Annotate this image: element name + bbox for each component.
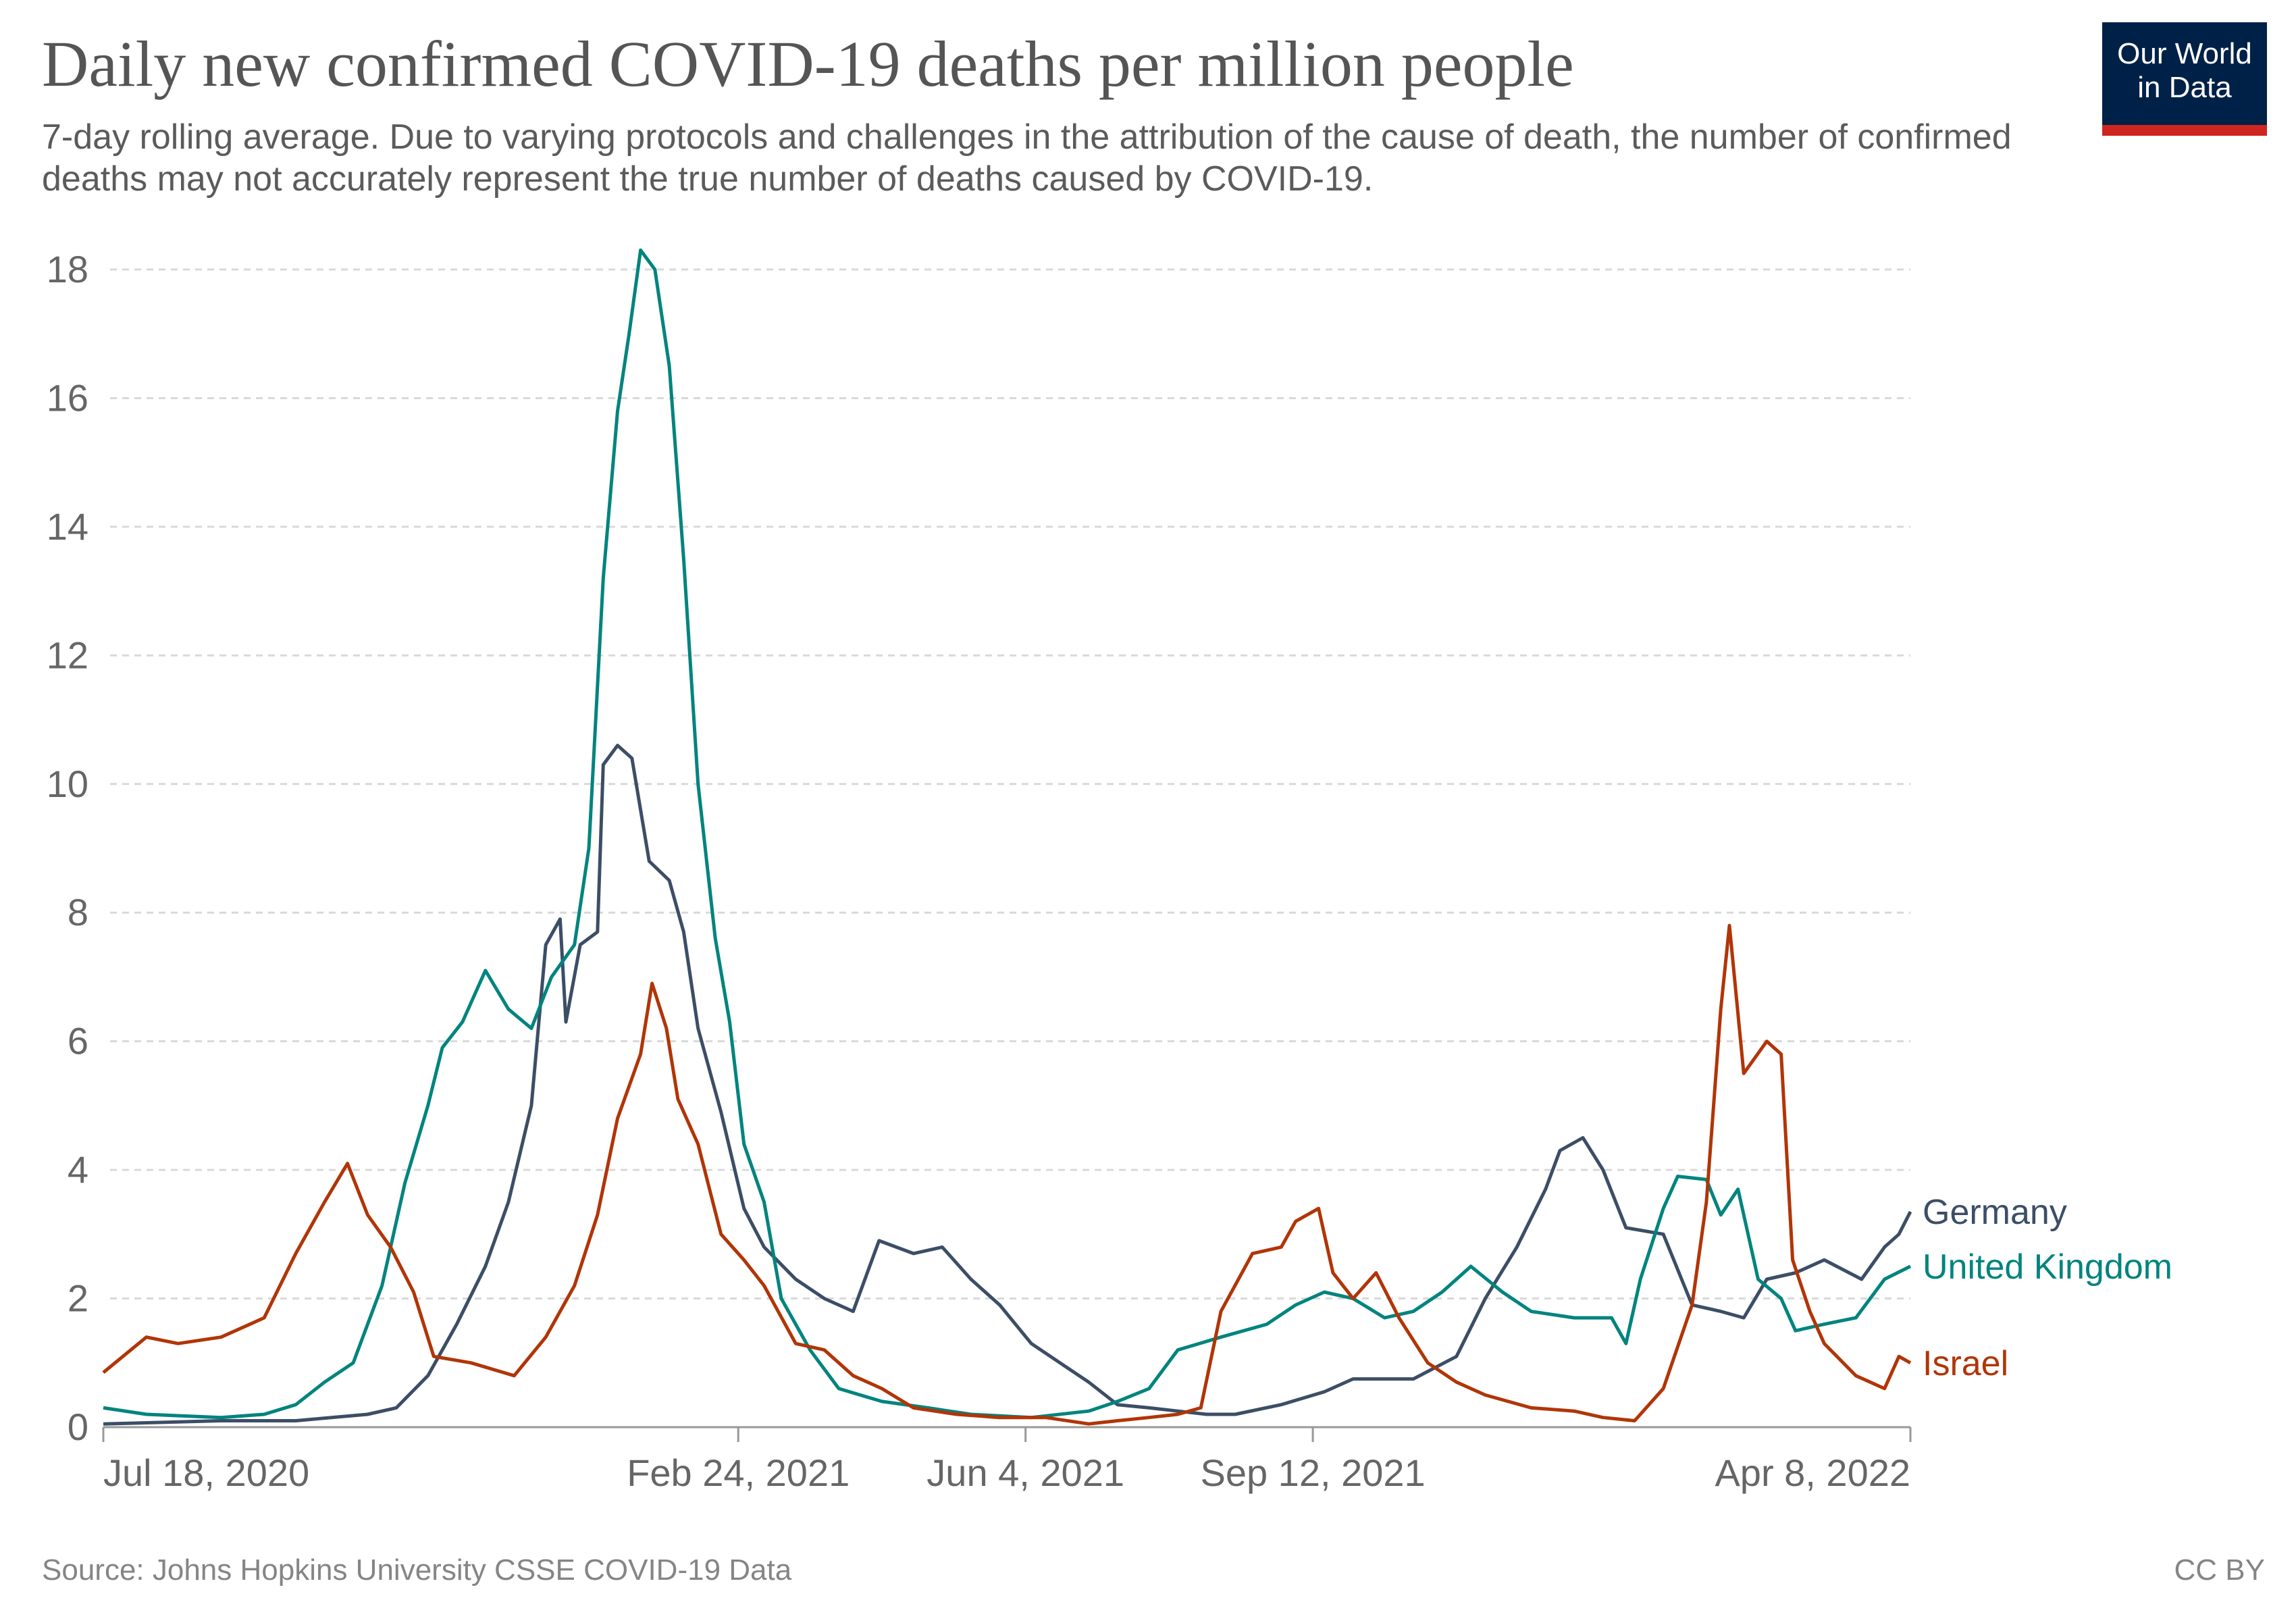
logo-line-2: in Data (2137, 71, 2232, 104)
x-axis-ticks: Jul 18, 2020 Feb 24, 2021 Jun 4, 2021 Sep 1… (102, 1426, 1912, 1494)
x-tick-label: Jun 4, 2021 (927, 1451, 1124, 1494)
chart-title: Daily new confirmed COVID-19 deaths per … (42, 28, 1574, 100)
series-line-germany[interactable] (103, 744, 1912, 1426)
y-tick-label: 10 (47, 763, 88, 805)
owid-logo[interactable]: Our World in Data (2102, 22, 2267, 136)
y-tick-label: 6 (68, 1020, 88, 1062)
y-tick-label: 0 (68, 1406, 88, 1448)
series-line-united-kingdom[interactable] (103, 248, 1912, 1420)
series-label-israel[interactable]: Israel (1923, 1344, 2008, 1383)
logo-line-1: Our World (2117, 37, 2252, 70)
y-tick-label: 4 (68, 1148, 88, 1191)
gridlines (110, 268, 1910, 1300)
y-tick-label: 12 (47, 634, 88, 676)
series-lines (102, 248, 1912, 1426)
x-tick-label: Sep 12, 2021 (1200, 1451, 1425, 1494)
series-label-united-kingdom[interactable]: United Kingdom (1923, 1247, 2172, 1287)
chart-subtitle: 7-day rolling average. Due to varying pr… (42, 118, 2012, 199)
y-tick-label: 14 (47, 505, 88, 548)
y-tick-label: 8 (68, 891, 88, 933)
series-labels: Germany United Kingdom Israel (1923, 1193, 2172, 1383)
y-tick-label: 2 (68, 1277, 88, 1320)
x-tick-label: Jul 18, 2020 (103, 1451, 309, 1494)
series-label-germany[interactable]: Germany (1923, 1193, 2067, 1232)
x-tick-label: Feb 24, 2021 (627, 1451, 850, 1494)
y-tick-label: 18 (47, 248, 88, 290)
license-link[interactable]: CC BY (2174, 1553, 2265, 1587)
x-tick-label: Apr 8, 2022 (1715, 1451, 1910, 1494)
y-axis-ticks: 0 2 4 6 8 10 12 14 16 18 (47, 248, 88, 1448)
series-line-israel[interactable] (102, 923, 1912, 1426)
y-tick-label: 16 (47, 376, 88, 419)
source-note: Source: Johns Hopkins University CSSE CO… (42, 1553, 792, 1587)
